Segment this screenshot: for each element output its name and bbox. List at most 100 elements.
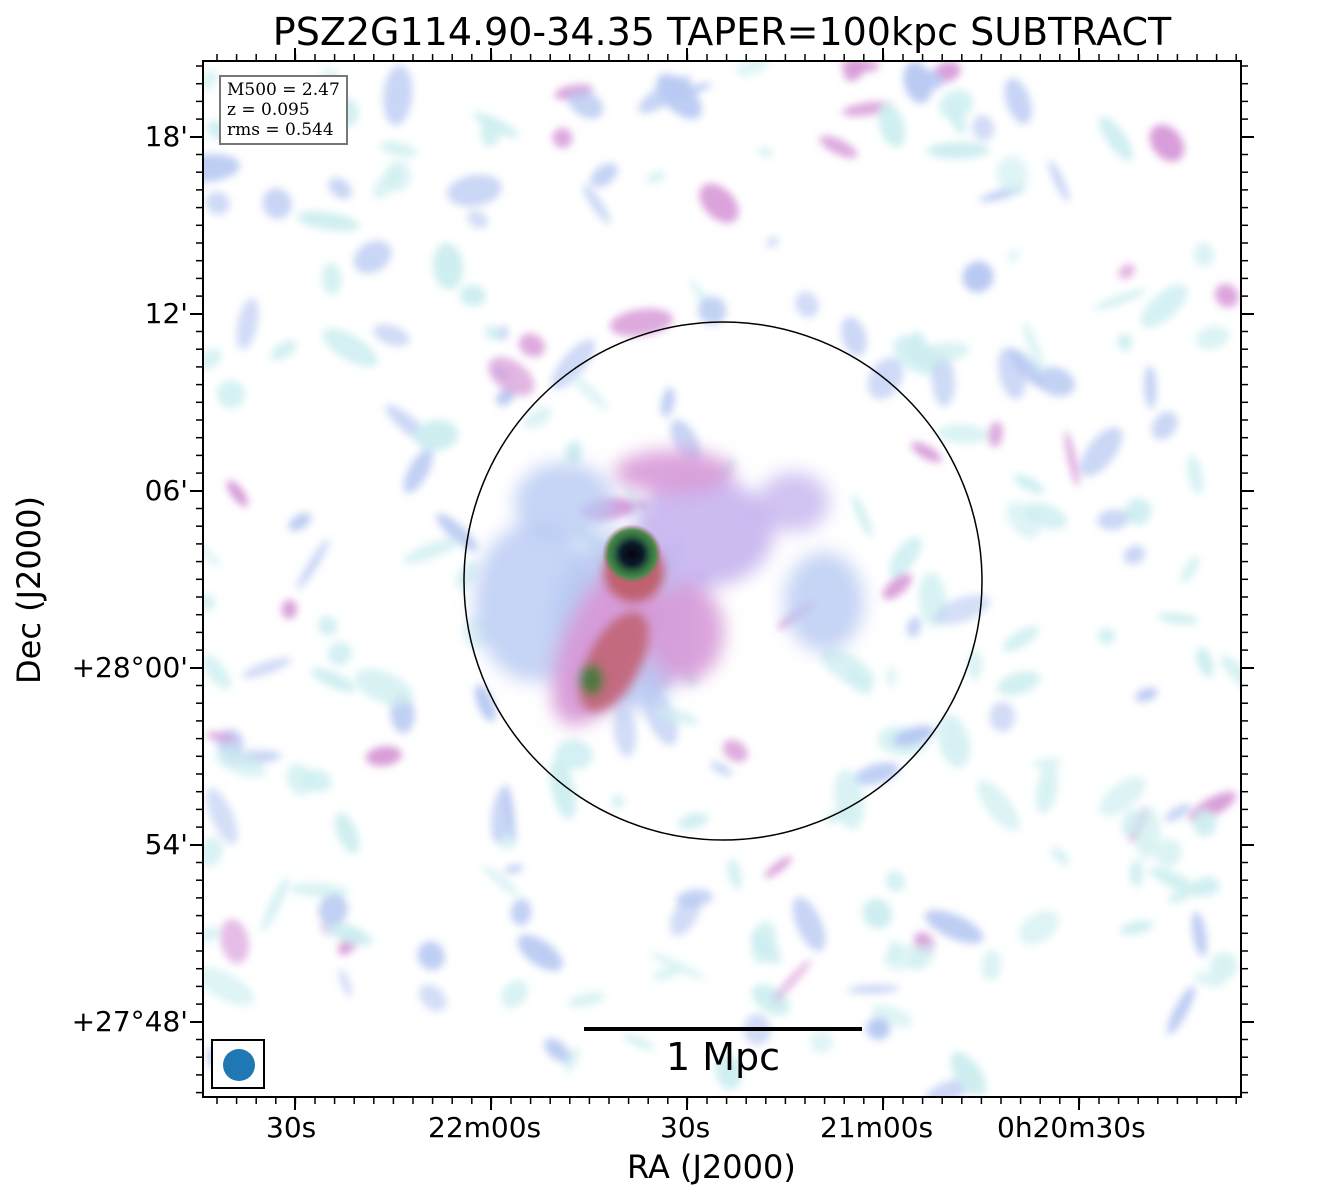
noise-blob bbox=[384, 160, 411, 192]
noise-blob bbox=[772, 959, 812, 1002]
noise-blob bbox=[939, 89, 974, 120]
noise-blob bbox=[998, 347, 1026, 400]
noise-blob bbox=[204, 70, 218, 90]
y-tick-label: 18' bbox=[144, 120, 188, 153]
noise-blob bbox=[937, 424, 989, 444]
noise-blob bbox=[1121, 809, 1139, 836]
noise-blob bbox=[403, 537, 460, 564]
noise-blob bbox=[909, 342, 970, 366]
noise-blob bbox=[262, 187, 292, 220]
noise-blob bbox=[622, 1034, 655, 1050]
beam-ellipse bbox=[223, 1049, 255, 1081]
noise-blob bbox=[882, 573, 912, 600]
noise-blob bbox=[523, 407, 553, 429]
noise-blob bbox=[418, 984, 447, 1012]
noise-blob bbox=[1193, 242, 1214, 267]
background-noise-blobs bbox=[204, 62, 1240, 1096]
noise-blob bbox=[795, 291, 820, 318]
noise-blob bbox=[204, 837, 223, 867]
noise-blob bbox=[660, 387, 675, 418]
noise-blob bbox=[549, 758, 577, 820]
x-tick-label: 22m00s bbox=[428, 1111, 542, 1144]
noise-blob bbox=[328, 177, 353, 200]
noise-blob bbox=[715, 1053, 742, 1090]
noise-blob bbox=[699, 183, 739, 223]
noise-blob bbox=[1149, 866, 1204, 897]
m500-label: M500 = 2.47 bbox=[227, 80, 340, 100]
noise-blob bbox=[517, 934, 563, 972]
plot-title: PSZ2G114.90-34.35 TAPER=100kpc SUBTRACT bbox=[272, 10, 1172, 54]
noise-blob bbox=[302, 769, 332, 793]
noise-blob bbox=[911, 442, 942, 463]
noise-blob bbox=[289, 882, 350, 898]
noise-blob bbox=[1144, 365, 1157, 409]
noise-blob bbox=[236, 297, 259, 350]
x-tick-label: 30s bbox=[266, 1111, 317, 1144]
noise-blob bbox=[544, 1038, 570, 1062]
noise-blob bbox=[281, 599, 298, 619]
noise-blob bbox=[889, 536, 922, 578]
redshift-label: z = 0.095 bbox=[227, 100, 310, 120]
noise-blob bbox=[296, 539, 330, 590]
noise-blob bbox=[324, 921, 373, 946]
noise-blob bbox=[1117, 333, 1132, 352]
noise-blob bbox=[758, 147, 773, 158]
noise-blob bbox=[750, 930, 782, 965]
noise-blob bbox=[582, 184, 611, 224]
noise-blob bbox=[504, 864, 524, 874]
noise-blob bbox=[924, 909, 984, 944]
noise-blob bbox=[334, 812, 360, 854]
noise-blob bbox=[840, 62, 880, 73]
noise-blob bbox=[322, 328, 378, 368]
noise-blob bbox=[568, 90, 604, 119]
noise-blob bbox=[365, 746, 402, 767]
noise-blob bbox=[1164, 803, 1191, 822]
noise-blob bbox=[866, 1017, 891, 1040]
noise-blob bbox=[1097, 627, 1116, 645]
noise-blob bbox=[270, 340, 297, 361]
noise-blob bbox=[261, 876, 290, 932]
noise-blob bbox=[977, 780, 1020, 831]
noise-blob bbox=[1129, 860, 1144, 887]
noise-blob bbox=[997, 671, 1041, 696]
noise-blob bbox=[204, 154, 240, 182]
noise-blob bbox=[885, 870, 905, 893]
noise-blob bbox=[220, 919, 250, 964]
scale-bar bbox=[584, 1027, 862, 1031]
noise-blob bbox=[288, 512, 312, 532]
noise-blob bbox=[764, 856, 793, 878]
noise-blob bbox=[678, 812, 709, 830]
noise-blob bbox=[571, 374, 609, 411]
noise-blob bbox=[216, 380, 246, 409]
noise-blob bbox=[810, 1030, 834, 1054]
noise-blob bbox=[403, 448, 433, 494]
noise-blob bbox=[432, 242, 464, 290]
x-tick-label: 0h20m30s bbox=[997, 1111, 1146, 1144]
noise-blob bbox=[919, 69, 944, 90]
noise-blob bbox=[310, 667, 356, 693]
radio-emission-map bbox=[204, 62, 1240, 1096]
noise-blob bbox=[820, 647, 875, 689]
rms-label: rms = 0.544 bbox=[227, 120, 334, 140]
r500-circle bbox=[463, 321, 983, 841]
noise-blob bbox=[205, 191, 230, 215]
noise-blob bbox=[590, 163, 618, 188]
noise-blob bbox=[1004, 77, 1032, 125]
noise-blob bbox=[204, 654, 232, 690]
cluster-info-box: M500 = 2.47 z = 0.095 rms = 0.544 bbox=[219, 75, 348, 145]
noise-blob bbox=[996, 155, 1029, 195]
noise-blob bbox=[934, 594, 990, 625]
noise-blob bbox=[1192, 809, 1217, 837]
y-tick-label: 12' bbox=[144, 297, 188, 330]
noise-blob bbox=[653, 706, 699, 726]
noise-blob bbox=[931, 354, 955, 407]
noise-blob bbox=[1220, 655, 1240, 697]
noise-blob bbox=[1036, 366, 1076, 397]
noise-blob bbox=[697, 296, 727, 325]
noise-blob bbox=[447, 174, 502, 207]
noise-blob bbox=[656, 73, 702, 120]
noise-blob bbox=[496, 325, 509, 341]
noise-blob bbox=[649, 952, 706, 980]
noise-blob bbox=[321, 262, 342, 295]
noise-blob bbox=[962, 261, 994, 293]
